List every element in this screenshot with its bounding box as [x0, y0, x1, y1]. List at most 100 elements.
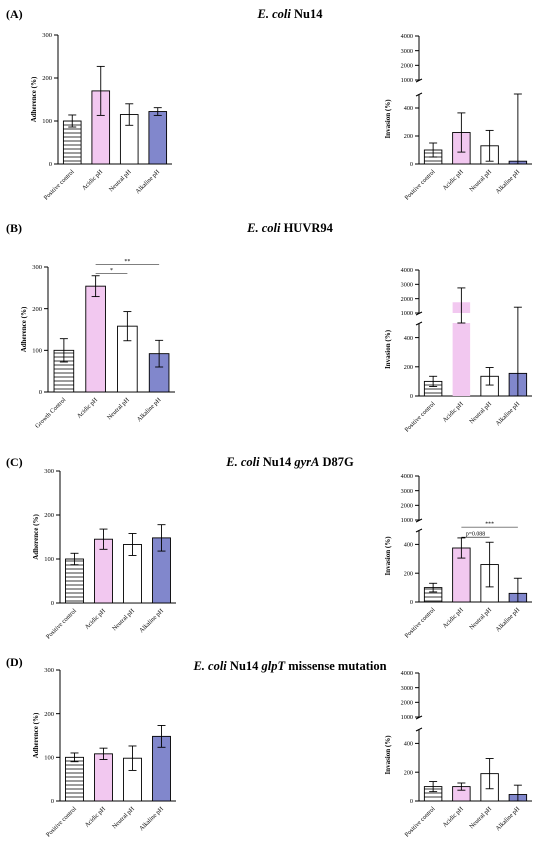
bar	[85, 285, 106, 393]
y-tick-label: 2000	[401, 700, 413, 707]
category-label: Neutral pH	[111, 607, 136, 632]
category-label: Positive control	[45, 607, 78, 640]
title-strain: Nu14	[260, 455, 292, 469]
y-tick-label: 200	[42, 75, 52, 82]
y-axis-title: Invasion (%)	[384, 329, 392, 369]
title-suffix: D87G	[319, 455, 354, 469]
y-tick-label: 4000	[401, 670, 413, 677]
bar	[65, 558, 84, 604]
title-strain: Nu14	[291, 7, 323, 21]
category-label: Positive control	[404, 805, 437, 838]
title-species: E. coli	[257, 7, 292, 21]
category-label: Neutral pH	[468, 805, 493, 830]
category-label: Acidic pH	[441, 168, 465, 192]
y-tick-label: 300	[44, 667, 54, 674]
y-axis-title: Adherence (%)	[30, 76, 38, 122]
y-tick-label: 3000	[401, 282, 413, 289]
y-tick-label: 3000	[401, 685, 413, 692]
y-tick-label: 200	[44, 711, 54, 718]
title-species: E. coli	[225, 455, 260, 469]
category-label: Alkaline pH	[136, 396, 163, 423]
y-tick-label: 100	[44, 556, 54, 563]
y-tick-label: 1000	[401, 714, 413, 721]
category-label: Positive control	[43, 168, 76, 201]
category-label: Acidic pH	[84, 607, 108, 631]
category-label: Neutral pH	[468, 400, 493, 425]
title-gene: glpT	[258, 659, 286, 673]
category-label: Acidic pH	[441, 606, 465, 630]
category-label: Alkaline pH	[494, 805, 521, 832]
y-axis-title: Invasion (%)	[384, 536, 392, 576]
panel-header: (A) E. coli Nu14	[6, 7, 323, 21]
panel-label: (B)	[6, 221, 22, 235]
category-label: Alkaline pH	[134, 168, 161, 195]
y-tick-label: 200	[32, 306, 42, 313]
y-axis-title: Invasion (%)	[384, 99, 392, 139]
chart-B-invasion: 0 200 400 1000 2000 3000 4000 Invasion (%) Posit…	[384, 267, 532, 433]
significance-label: p=0.088	[466, 532, 485, 538]
category-label: Positive control	[404, 168, 437, 201]
bar	[65, 756, 84, 802]
category-label: Acidic pH	[441, 805, 465, 829]
y-tick-label: 200	[404, 364, 413, 371]
bar	[452, 323, 471, 396]
panel-title: E. coli Nu14 gyrA D87G	[225, 455, 354, 469]
panel-title: E. coli Nu14 glpT missense mutation	[192, 659, 386, 673]
y-tick-label: 400	[404, 741, 413, 748]
category-label: Positive control	[45, 805, 78, 838]
y-axis-title: Adherence (%)	[20, 306, 28, 352]
y-tick-label: 200	[44, 512, 54, 519]
y-tick-label: 400	[404, 542, 413, 549]
title-strain: Nu14	[227, 659, 259, 673]
category-label: Acidic pH	[81, 168, 105, 192]
significance-label: *	[110, 268, 113, 274]
category-label: Neutral pH	[468, 168, 493, 193]
category-label: Growth Control	[34, 396, 67, 429]
y-tick-label: 0	[410, 599, 413, 606]
axis-break-mark	[415, 528, 423, 533]
category-label: Acidic pH	[441, 400, 465, 424]
y-tick-label: 1000	[401, 77, 413, 84]
y-tick-label: 100	[44, 755, 54, 762]
category-label: Acidic pH	[84, 805, 108, 829]
title-species: E. coli	[192, 659, 227, 673]
y-tick-label: 4000	[401, 473, 413, 480]
y-tick-label: 2000	[401, 296, 413, 303]
y-tick-label: 0	[51, 798, 54, 805]
panel-label: (D)	[6, 655, 23, 669]
title-suffix: missense mutation	[285, 659, 386, 673]
category-label: Alkaline pH	[494, 168, 521, 195]
y-tick-label: 1000	[401, 310, 413, 317]
panel-header: (D) E. coli Nu14 glpT missense mutation	[6, 655, 387, 673]
y-tick-label: 100	[32, 348, 42, 355]
panel-header: (C) E. coli Nu14 gyrA D87G	[6, 455, 354, 469]
panel-label: (A)	[6, 7, 23, 21]
category-label: Alkaline pH	[494, 606, 521, 633]
y-tick-label: 4000	[401, 33, 413, 40]
y-tick-label: 300	[42, 32, 52, 39]
category-label: Neutral pH	[108, 168, 133, 193]
y-tick-label: 2000	[401, 503, 413, 510]
category-label: Alkaline pH	[138, 805, 165, 832]
y-tick-label: 1000	[401, 517, 413, 524]
category-label: Positive control	[404, 606, 437, 639]
y-tick-label: 400	[404, 335, 413, 342]
panel-title: E. coli Nu14	[257, 7, 324, 21]
axis-break-mark	[415, 92, 423, 97]
panel-label: (C)	[6, 455, 23, 469]
y-tick-label: 0	[410, 798, 413, 805]
y-tick-label: 200	[404, 570, 413, 577]
y-tick-label: 200	[404, 133, 413, 140]
y-tick-label: 100	[42, 118, 52, 125]
y-tick-label: 300	[44, 468, 54, 475]
y-tick-label: 4000	[401, 267, 413, 274]
y-tick-label: 0	[51, 600, 54, 607]
chart-A-invasion: 0 200 400 1000 2000 3000 4000 Invasion (%) Posit…	[384, 33, 532, 201]
y-tick-label: 300	[32, 264, 42, 271]
bar	[94, 753, 113, 802]
category-label: Positive control	[404, 400, 437, 433]
